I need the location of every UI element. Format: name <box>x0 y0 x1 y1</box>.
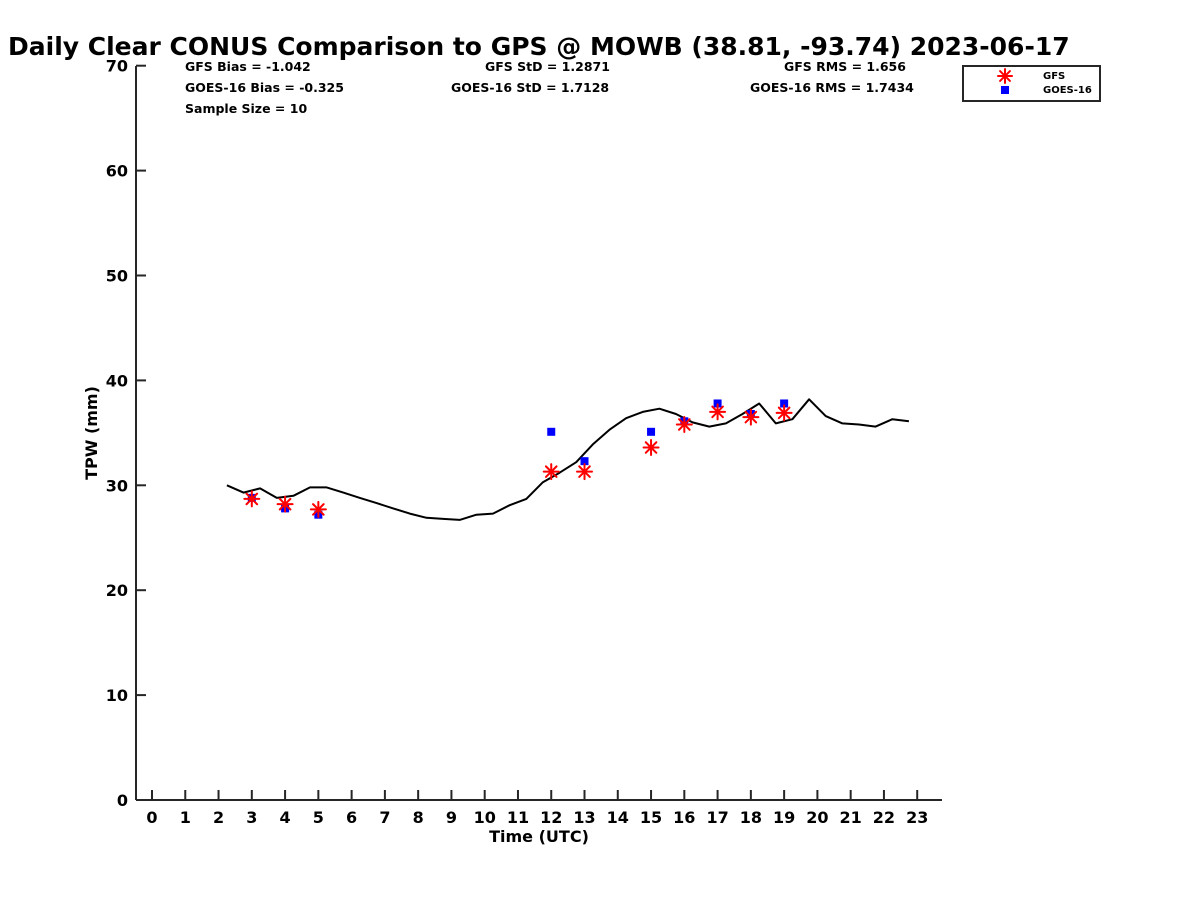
goes16-point <box>580 457 589 466</box>
chart-title: Daily Clear CONUS Comparison to GPS @ MO… <box>8 32 1070 61</box>
x-tick-label: 7 <box>379 808 390 827</box>
asterisk-stroke <box>744 410 758 424</box>
legend-gfs-asterisk <box>997 68 1013 84</box>
gfs-point <box>642 439 660 457</box>
x-tick-label: 13 <box>573 808 595 827</box>
x-tick-label: 10 <box>474 808 496 827</box>
x-tick-label: 11 <box>507 808 529 827</box>
y-tick-label: 40 <box>106 371 128 390</box>
goes-bias-text: GOES-16 Bias = -0.325 <box>185 80 344 95</box>
y-tick-label: 60 <box>106 162 128 181</box>
goes16-point <box>780 399 789 408</box>
x-tick-label: 19 <box>773 808 795 827</box>
x-tick-label: 21 <box>840 808 862 827</box>
x-tick-label: 14 <box>607 808 629 827</box>
legend-gfs-label: GFS <box>1043 71 1065 82</box>
x-tick-label: 23 <box>906 808 928 827</box>
x-tick-label: 16 <box>673 808 695 827</box>
plot-area <box>226 398 910 521</box>
gfs-point <box>576 463 594 481</box>
gfs-point <box>775 404 793 422</box>
x-tick-label: 0 <box>146 808 157 827</box>
asterisk-stroke <box>312 503 325 516</box>
gps-line <box>226 398 910 521</box>
gfs-point <box>309 500 327 518</box>
stats-block: GFS Bias = -1.042 GOES-16 Bias = -0.325 … <box>185 59 914 116</box>
y-axis-label: TPW (mm) <box>82 386 101 480</box>
asterisk-stroke <box>644 441 658 454</box>
gfs-std-text: GFS StD = 1.2871 <box>485 59 610 74</box>
asterisk-stroke <box>999 70 1011 82</box>
gfs-point <box>243 490 261 508</box>
legend: GFS GOES-16 <box>962 65 1101 102</box>
asterisk-stroke <box>678 418 691 431</box>
legend-gfs-asterisk-icon <box>997 68 1013 84</box>
gfs-bias-text: GFS Bias = -1.042 <box>185 59 311 74</box>
y-tick-label: 20 <box>106 581 128 600</box>
y-ticks: 0 10 20 30 40 50 60 70 <box>106 57 146 810</box>
x-tick-label: 15 <box>640 808 662 827</box>
y-tick-label: 70 <box>106 57 128 76</box>
x-tick-label: 20 <box>806 808 828 827</box>
goes-rms-text: GOES-16 RMS = 1.7434 <box>750 80 914 95</box>
x-tick-label: 2 <box>213 808 224 827</box>
x-tick-label: 3 <box>246 808 257 827</box>
axes <box>135 66 942 801</box>
x-axis-label: Time (UTC) <box>489 827 589 846</box>
asterisk-stroke <box>278 497 292 511</box>
asterisk-stroke <box>578 465 591 478</box>
y-tick-label: 10 <box>106 686 128 705</box>
y-tick-label: 30 <box>106 476 128 495</box>
gfs-point <box>742 408 760 426</box>
sample-size-text: Sample Size = 10 <box>185 101 307 116</box>
x-tick-label: 22 <box>873 808 895 827</box>
x-tick-label: 12 <box>540 808 562 827</box>
y-tick-label: 50 <box>106 267 128 286</box>
x-tick-label: 17 <box>706 808 728 827</box>
x-tick-label: 5 <box>313 808 324 827</box>
x-tick-label: 6 <box>346 808 357 827</box>
x-tick-label: 9 <box>446 808 457 827</box>
asterisk-stroke <box>777 406 791 420</box>
goes16-point <box>647 427 656 436</box>
legend-goes-label: GOES-16 <box>1043 85 1092 96</box>
gfs-point <box>276 495 294 513</box>
gfs-point <box>709 403 727 421</box>
gfs-point <box>675 415 693 433</box>
goes16-point <box>547 427 556 436</box>
x-tick-label: 1 <box>180 808 191 827</box>
gfs-rms-text: GFS RMS = 1.656 <box>784 59 906 74</box>
asterisk-stroke <box>711 405 724 419</box>
x-tick-label: 18 <box>740 808 762 827</box>
asterisk-stroke <box>245 492 259 506</box>
gfs-point <box>542 463 560 481</box>
x-tick-label: 4 <box>280 808 291 827</box>
asterisk-stroke <box>544 465 558 478</box>
legend-goes-square-icon <box>1001 86 1009 94</box>
goes-std-text: GOES-16 StD = 1.7128 <box>451 80 609 95</box>
x-tick-label: 8 <box>413 808 424 827</box>
y-tick-label: 0 <box>117 791 128 810</box>
legend-box <box>962 65 1101 102</box>
x-ticks: 0 1 2 3 4 5 6 7 8 9 10 11 12 13 14 15 16 17 18 19 20 21 22 23 <box>146 790 928 827</box>
